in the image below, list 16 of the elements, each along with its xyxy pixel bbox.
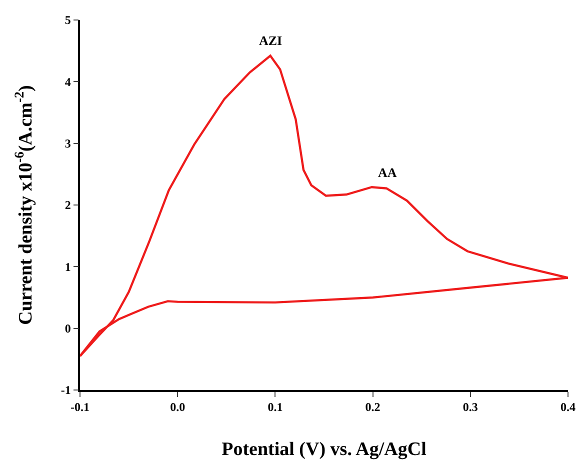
y-tick-label: 2 bbox=[64, 198, 71, 212]
x-tick-label: 0.3 bbox=[462, 400, 478, 414]
x-tick-label: 0.4 bbox=[560, 400, 576, 414]
y-tick-label: 5 bbox=[64, 13, 71, 28]
y-tick-label: 1 bbox=[64, 260, 71, 274]
y-tick-label: 3 bbox=[64, 136, 71, 151]
x-tick-label: 0.2 bbox=[365, 400, 380, 414]
y-tick-label: 0 bbox=[64, 322, 71, 336]
x-tick-label: 0.1 bbox=[268, 400, 283, 414]
annotation: AZI bbox=[259, 33, 282, 48]
annotation: AA bbox=[378, 165, 398, 180]
x-axis-title: Potential (V) vs. Ag/AgCl bbox=[222, 439, 426, 460]
x-tick-label: -0.1 bbox=[70, 400, 90, 414]
y-tick-label: 4 bbox=[64, 74, 71, 89]
x-tick-label: 0.0 bbox=[170, 400, 186, 414]
y-tick-label: -1 bbox=[60, 383, 71, 398]
